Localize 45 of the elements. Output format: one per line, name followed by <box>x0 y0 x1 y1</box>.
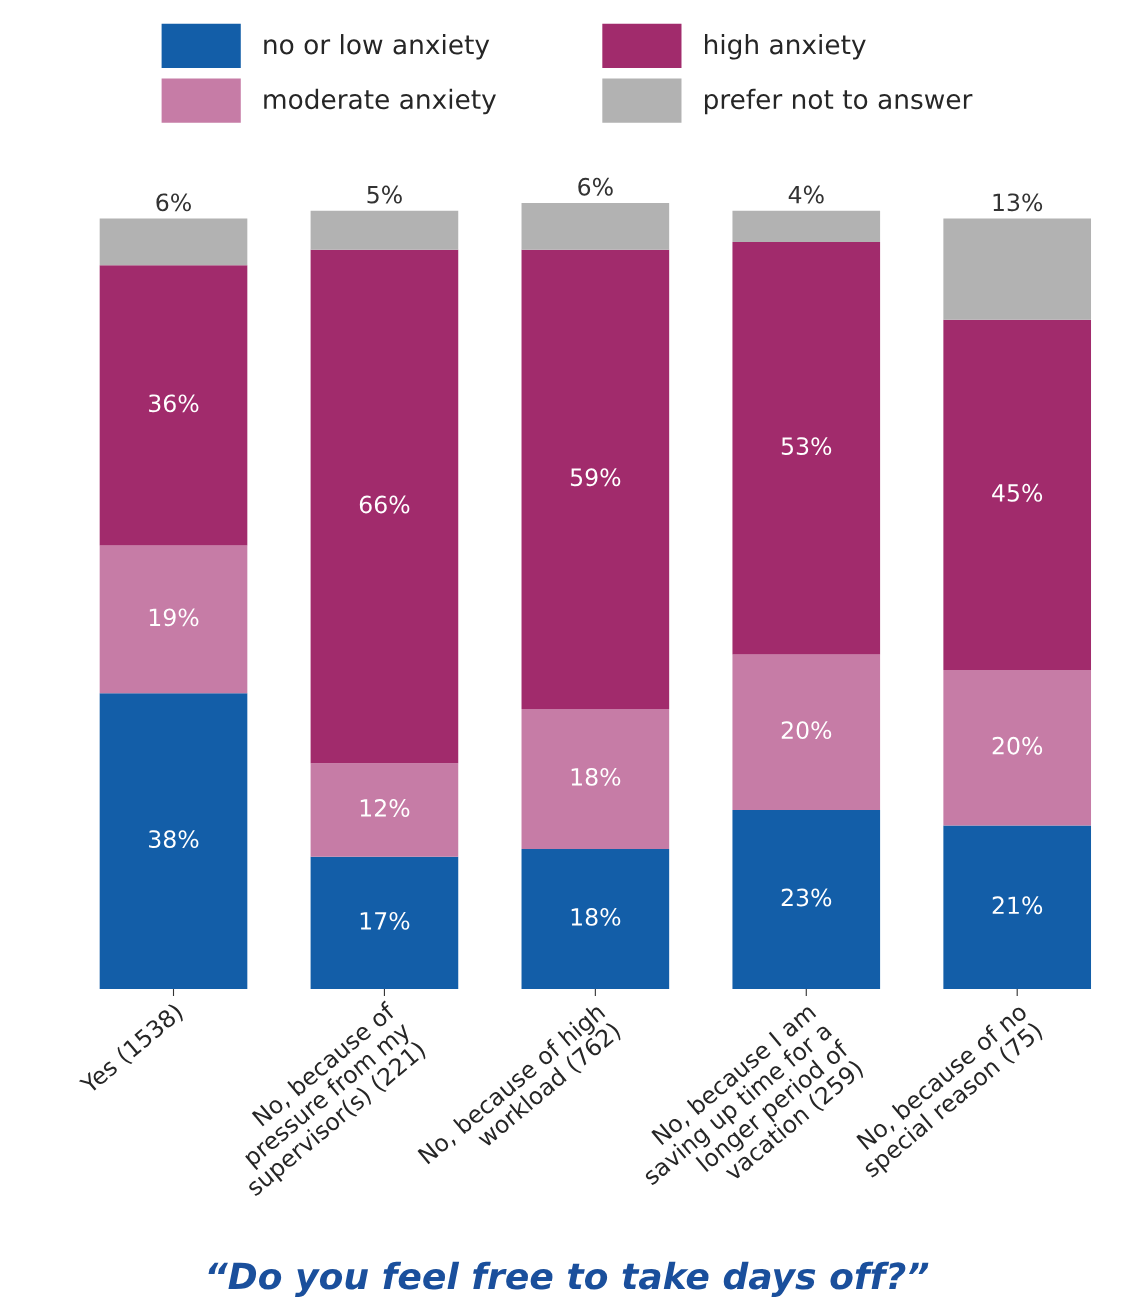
data-label: 36% <box>149 394 199 413</box>
legend-label: moderate anxiety <box>264 88 496 115</box>
bar <box>310 763 459 857</box>
bar <box>310 856 459 990</box>
data-label: 45% <box>992 483 1043 502</box>
bar <box>521 848 670 990</box>
bar <box>521 203 670 250</box>
data-label: 21% <box>992 896 1043 915</box>
data-label: 13% <box>993 193 1043 212</box>
bar <box>99 218 248 266</box>
bar <box>943 319 1092 670</box>
bar <box>943 669 1092 826</box>
data-label: 17% <box>360 911 410 930</box>
bar <box>99 265 248 546</box>
bar <box>99 545 248 694</box>
data-label: 66% <box>359 495 410 514</box>
bar <box>732 241 881 655</box>
data-label: 4% <box>788 185 824 204</box>
data-label: 18% <box>571 767 621 786</box>
bar <box>732 654 881 811</box>
data-label: 6% <box>156 193 191 212</box>
legend-label: prefer not to answer <box>704 88 973 115</box>
bar <box>310 249 459 764</box>
data-label: 38% <box>149 830 199 849</box>
data-label: 20% <box>992 736 1043 755</box>
bar <box>732 210 881 242</box>
bar <box>732 810 881 990</box>
text: “Do you feel free to take days off?” <box>208 1261 929 1297</box>
data-label: 20% <box>781 721 832 740</box>
data-label: 5% <box>367 185 402 204</box>
bar <box>99 693 248 990</box>
bar <box>943 218 1092 320</box>
data-label: 53% <box>781 437 832 456</box>
bar <box>521 249 670 709</box>
data-label: 19% <box>149 608 199 627</box>
bar <box>943 825 1092 990</box>
bar <box>521 708 670 849</box>
data-label: 18% <box>571 908 621 926</box>
bar <box>310 210 459 250</box>
legend-label: no or low anxiety <box>264 34 490 60</box>
data-label: 6% <box>578 177 613 196</box>
data-label: 12% <box>360 799 410 817</box>
legend-label: high anxiety <box>704 34 866 60</box>
data-label: 23% <box>781 888 832 907</box>
data-label: 59% <box>570 468 621 487</box>
